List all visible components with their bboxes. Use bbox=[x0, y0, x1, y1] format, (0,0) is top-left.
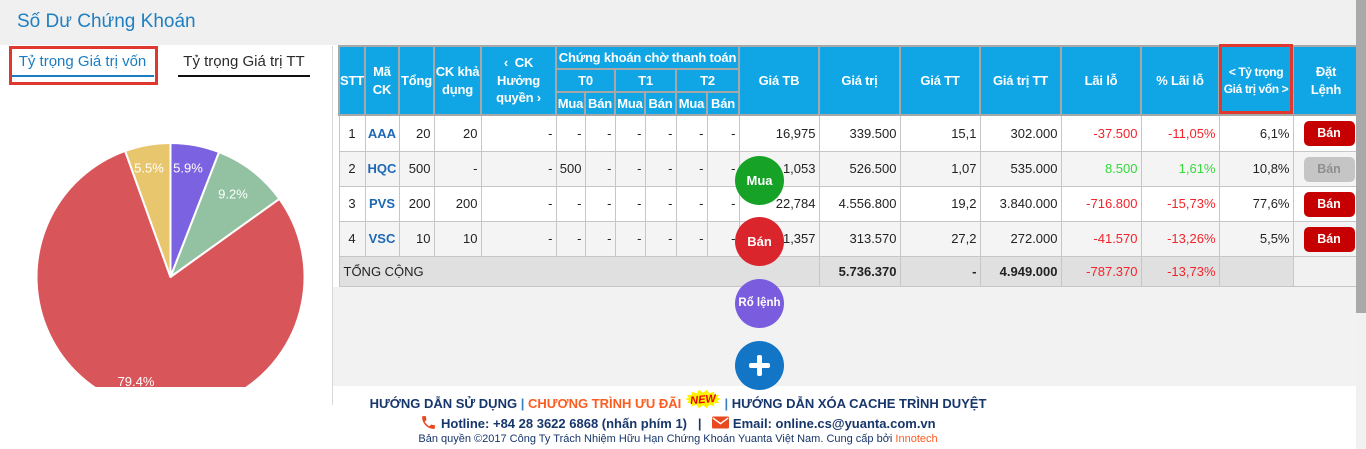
svg-text:79.4%: 79.4% bbox=[118, 374, 155, 387]
svg-text:5.9%: 5.9% bbox=[173, 161, 203, 176]
svg-text:5.5%: 5.5% bbox=[134, 161, 164, 176]
svg-text:9.2%: 9.2% bbox=[218, 187, 248, 202]
svg-text:NEW: NEW bbox=[690, 393, 718, 407]
